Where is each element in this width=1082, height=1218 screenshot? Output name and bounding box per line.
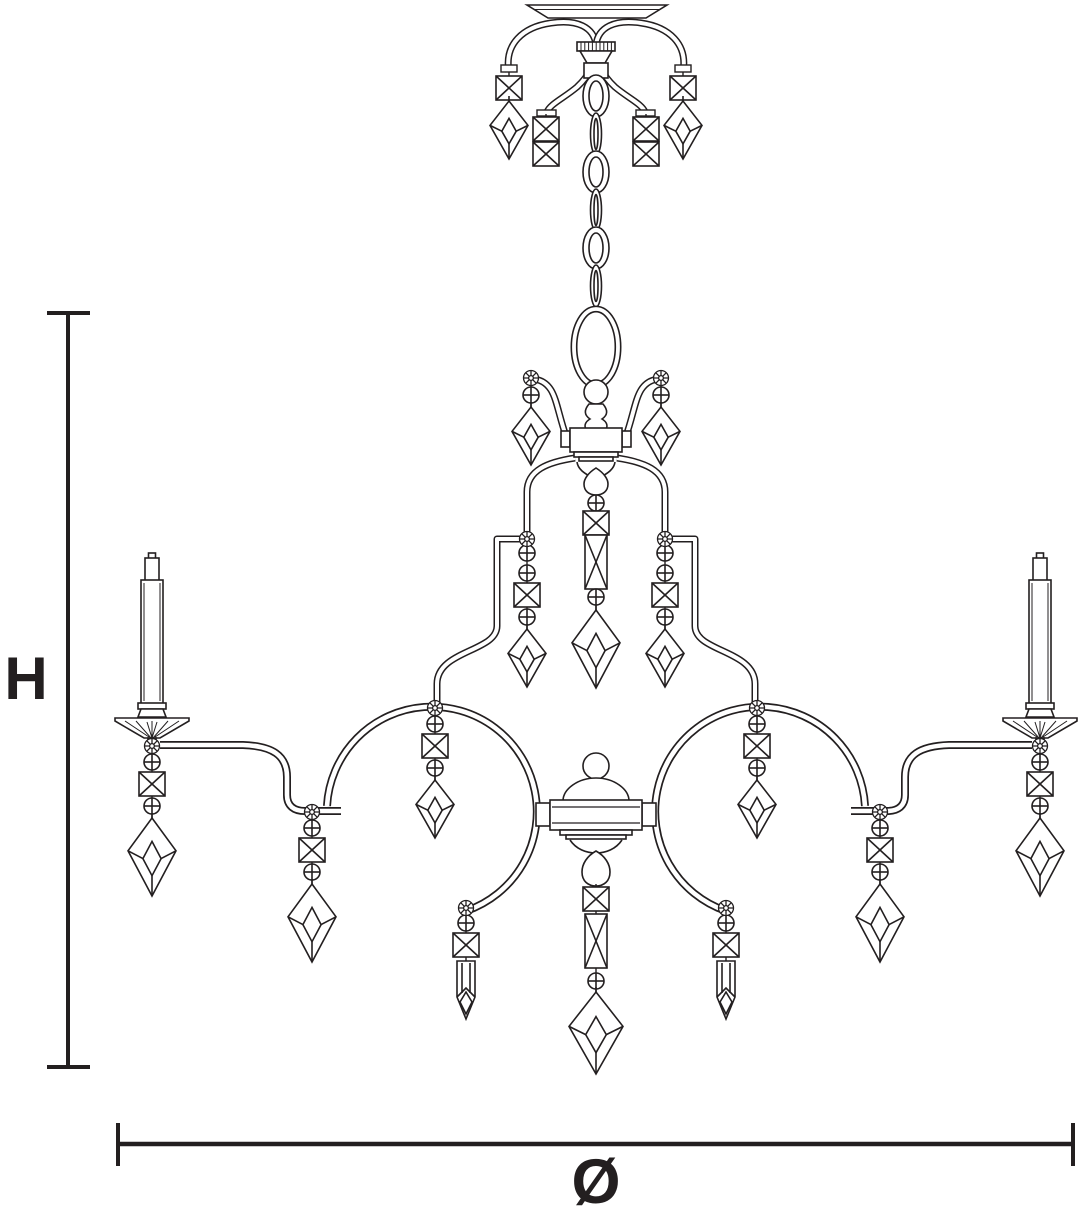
upper-stem-hub: [569, 379, 623, 496]
center-drop-string: [571, 494, 621, 689]
bottom-drop-string: [568, 884, 624, 1075]
diameter-label: Ø: [571, 1147, 621, 1217]
central-body: [549, 752, 643, 887]
chandelier-left-half: [115, 22, 596, 1019]
ceiling-canopy: [524, 4, 670, 19]
diameter-dimension-line: [116, 1123, 1075, 1166]
height-dimension-line: [47, 311, 90, 1069]
suspension-chain: [582, 74, 610, 308]
hanging-loop: [570, 305, 622, 389]
height-label: H: [4, 645, 48, 712]
chandelier-center-assembly: [524, 4, 670, 1075]
canopy-collar: [576, 41, 616, 79]
chandelier-right-half: [596, 22, 1077, 1019]
